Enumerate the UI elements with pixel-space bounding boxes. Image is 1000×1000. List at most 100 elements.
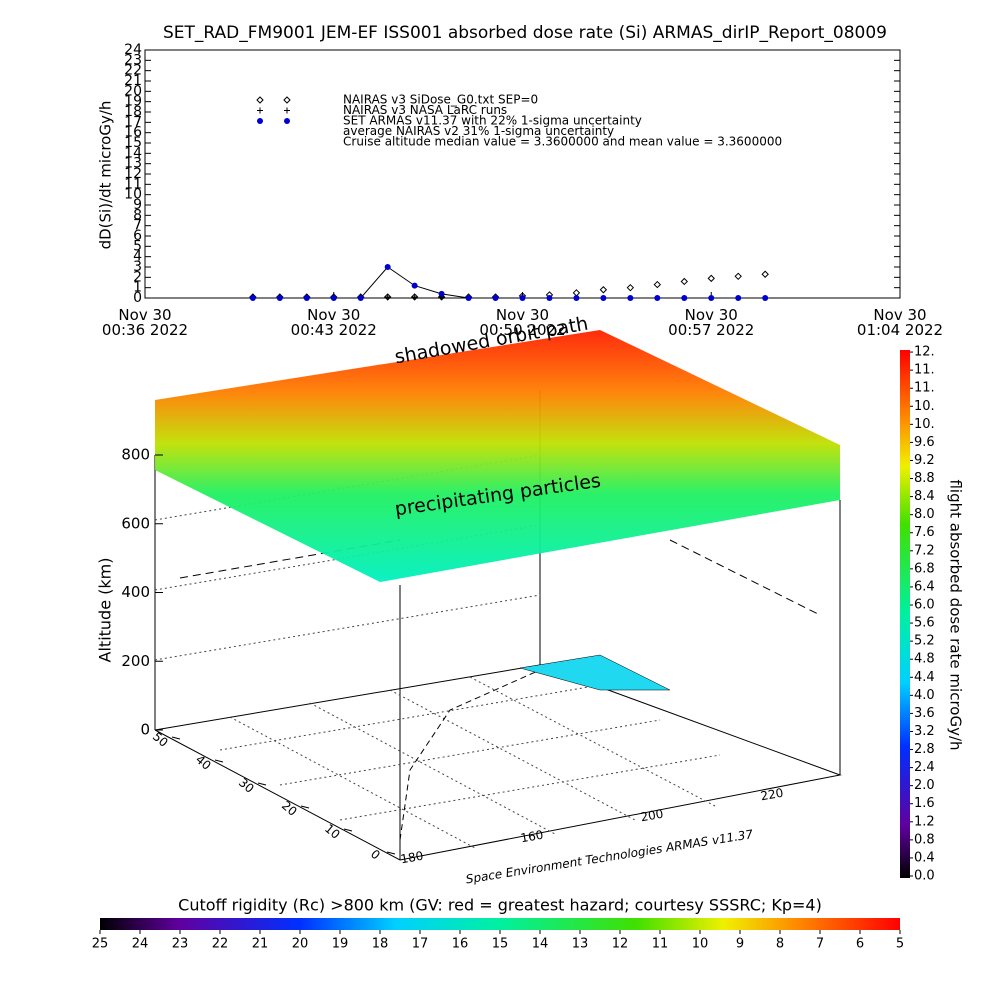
x-tick-label: Nov 30 00:50 2022 — [479, 306, 566, 339]
colorbar-tick-label: 24 — [132, 937, 149, 952]
point — [276, 295, 283, 301]
x-tick-label: Nov 30 00:57 2022 — [668, 306, 755, 339]
colorbar-tick-label: 15 — [492, 937, 509, 952]
colorbar-tick-label: 16 — [452, 937, 469, 952]
point — [600, 295, 607, 301]
colorbar-tick-label: 23 — [172, 937, 189, 952]
lat-tick — [300, 805, 310, 809]
colorbar-tick-label: 5.2 — [914, 634, 935, 649]
y-tick-label: 9 — [133, 197, 142, 213]
y-tick-label: 10 — [124, 187, 142, 203]
y-tick-label: 12 — [124, 166, 142, 182]
lat-tick — [343, 828, 353, 832]
colorbar-tick-label: 5.6 — [914, 616, 935, 631]
colorbar-tick-label: 8 — [776, 937, 784, 952]
colorbar-tick-label: 10 — [692, 937, 709, 952]
colorbar-dose — [900, 350, 910, 878]
credit: Space Environment Technologies ARMAS v11… — [465, 827, 755, 886]
y-tick-label: 16 — [124, 125, 142, 141]
point — [627, 295, 634, 301]
colorbar-tick-label: 9.6 — [914, 435, 935, 450]
lat-tick-label: 10 — [322, 821, 343, 842]
y-tick-label: 4 — [133, 249, 142, 265]
z-tick-label: 200 — [121, 652, 150, 670]
z-tick-label: 600 — [121, 514, 150, 532]
point — [707, 274, 715, 283]
point — [573, 295, 580, 301]
colorbar-tick-label: 7 — [816, 937, 824, 952]
y-tick-label: 1 — [133, 280, 142, 296]
lat-tick-label: 30 — [236, 775, 257, 796]
point — [438, 290, 445, 297]
point — [249, 295, 256, 301]
legend-note: Cruise altitude median value = 3.3600000… — [343, 135, 782, 149]
lon-tick-label: 200 — [639, 807, 664, 825]
legend-note: average NAIRAS v2 31% 1-sigma uncertaint… — [343, 124, 614, 138]
lat-tick-label: 0 — [368, 847, 383, 863]
colorbar-tick-label: 4.8 — [914, 652, 935, 667]
point — [762, 295, 769, 301]
y-tick-label: 21 — [124, 73, 142, 89]
point — [303, 295, 310, 301]
z-tick-label: 0 — [140, 721, 150, 739]
y-tick-label: 3 — [133, 259, 142, 275]
colorbar-tick-label: 5 — [896, 937, 904, 952]
colorbar-tick-label: 2.0 — [914, 778, 935, 793]
colorbar-tick-label: 3.6 — [914, 706, 935, 721]
colorbar-tick-label: 13 — [572, 937, 589, 952]
legend-marker — [283, 96, 291, 104]
x-tick-label: Nov 30 00:43 2022 — [290, 306, 377, 339]
colorbar-rigidity — [100, 918, 900, 930]
colorbar-tick-label: 1.2 — [914, 814, 935, 829]
point — [681, 295, 688, 301]
y-tick-label: 20 — [124, 83, 142, 99]
point — [357, 295, 364, 301]
lon-tick-label: 180 — [399, 849, 424, 867]
lat-tick-label: 50 — [150, 729, 171, 750]
colorbar-tick-label: 0.8 — [914, 832, 935, 847]
point — [384, 264, 391, 270]
y-tick-label: 2 — [133, 269, 142, 285]
y-tick-label: 19 — [124, 94, 142, 110]
colorbar-tick-label: 25 — [92, 937, 109, 952]
colorbar-tick-label: 8.8 — [914, 471, 935, 486]
lon-tick-label: 160 — [519, 828, 544, 846]
z-tick-label: 800 — [121, 446, 150, 464]
colorbar-tick-label: 7.6 — [914, 525, 935, 540]
colorbar-tick-label: 22 — [212, 937, 229, 952]
y-tick-label: 7 — [133, 218, 142, 234]
colorbar-tick-label: 8.0 — [914, 507, 935, 522]
colorbar-tick-label: 3.2 — [914, 724, 935, 739]
y-tick-label: 8 — [133, 207, 142, 223]
point — [572, 289, 581, 297]
point — [492, 295, 499, 301]
lat-tick — [171, 736, 181, 740]
x-tick-label: Nov 30 01:04 2022 — [856, 306, 944, 339]
colorbar-tick-label: 0.4 — [914, 850, 935, 865]
legend-marker — [284, 107, 290, 114]
colorbar-tick-label: 4.0 — [914, 688, 935, 703]
legend-marker — [257, 118, 263, 124]
legend-label: SET ARMAS v11.37 with 22% 1-sigma uncert… — [343, 114, 642, 128]
point — [599, 286, 608, 294]
lat-tick — [214, 759, 224, 763]
legend-marker — [257, 107, 263, 114]
point — [680, 277, 688, 286]
colorbar-tick-label: 6.0 — [914, 598, 935, 613]
colorbar-title: Cutoff rigidity (Rc) >800 km (GV: red = … — [178, 896, 822, 915]
colorbar-tick-label: 12 — [612, 937, 629, 952]
point — [708, 295, 715, 301]
colorbar-tick-label: 8.4 — [914, 489, 935, 504]
legend-label: NAIRAS v3 NASA LaRC runs — [343, 103, 507, 117]
point — [411, 293, 418, 300]
plot-frame — [144, 49, 901, 299]
colorbar-tick-label: 14 — [532, 937, 549, 952]
cutoff-surface — [519, 654, 671, 691]
y-tick-label: 23 — [124, 52, 142, 68]
y-tick-label: 0 — [133, 290, 142, 306]
colorbar-tick-label: 12. — [914, 345, 935, 360]
y-tick-label: 18 — [124, 104, 142, 120]
point — [519, 295, 526, 301]
colorbar-tick-label: 11. — [914, 381, 935, 396]
